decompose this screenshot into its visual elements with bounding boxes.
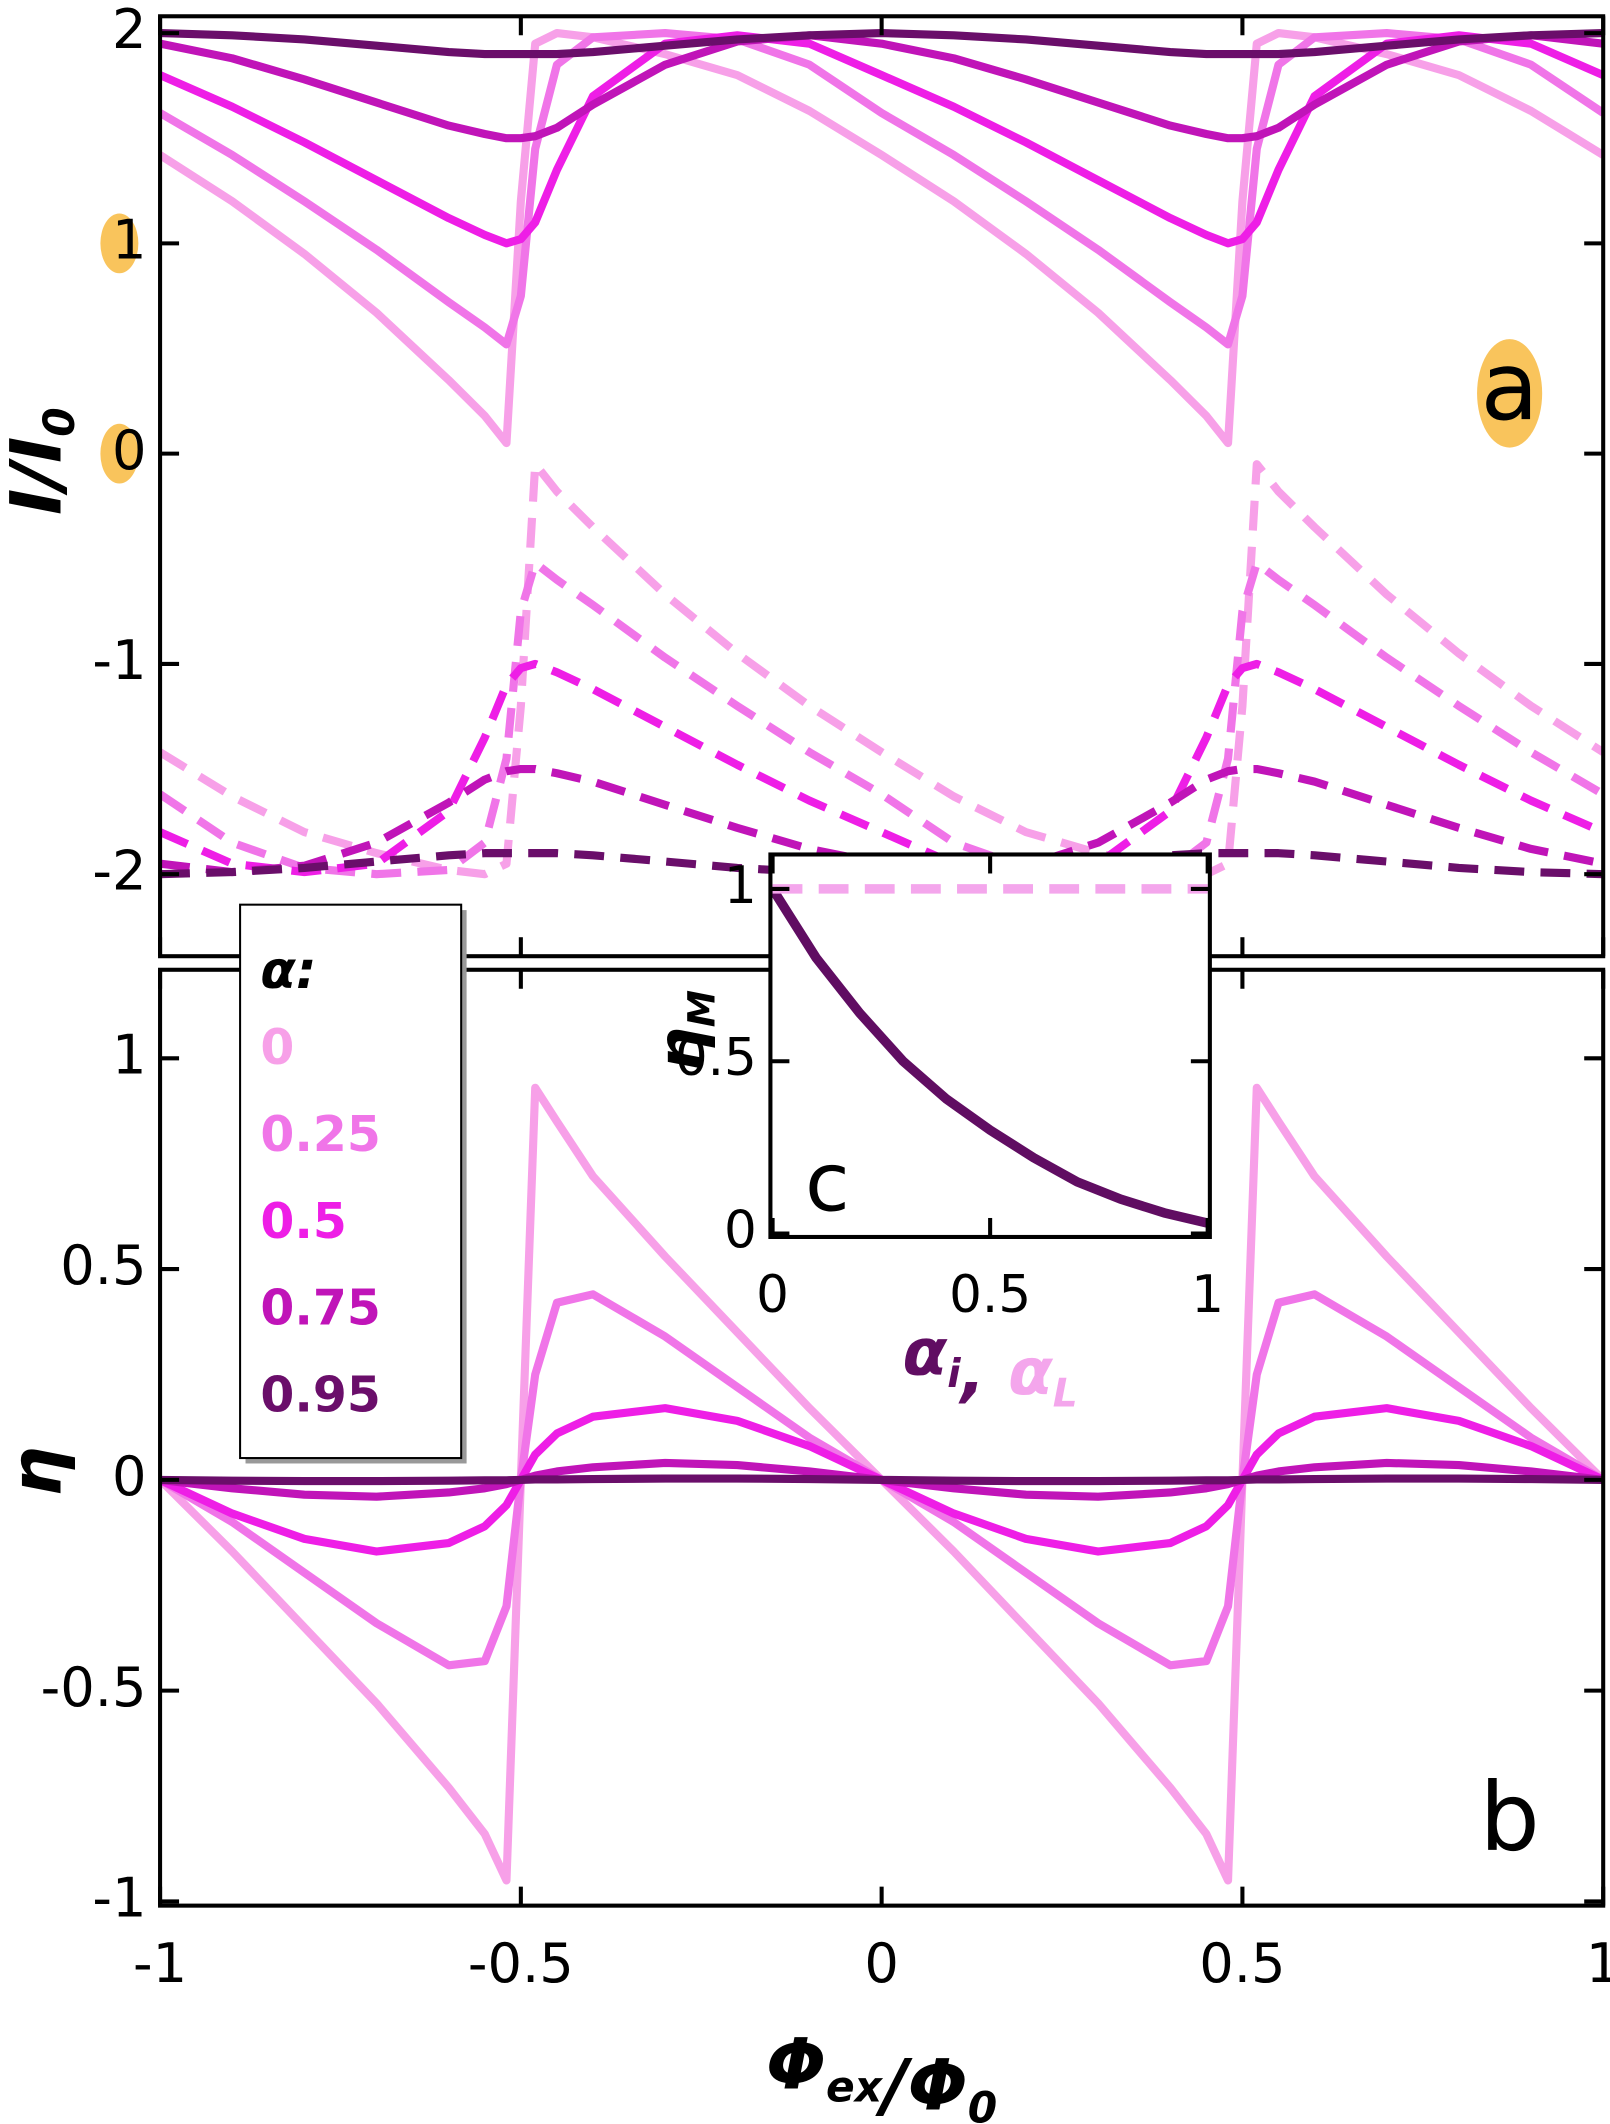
panel-label: b <box>1479 1763 1539 1873</box>
label-part: Φ <box>766 2023 826 2105</box>
legend-box <box>239 903 463 1460</box>
x-axis-label: Φex/Φ0 <box>766 2023 997 2124</box>
series-line <box>160 29 1604 349</box>
series-line <box>160 659 1604 877</box>
label-part: I/I <box>0 437 77 515</box>
label-part: η <box>644 1027 717 1071</box>
lines <box>160 1083 1604 1885</box>
label-part: , <box>958 1335 1008 1410</box>
y-tick-label: 2 <box>112 0 147 61</box>
label-part: /Φ <box>875 2044 968 2124</box>
x-tick-label: 0 <box>864 1932 899 1995</box>
y-tick-label: -1 <box>92 1867 146 1930</box>
y-tick-label: 1 <box>112 208 147 271</box>
legend-entry: 0.5 <box>260 1193 346 1250</box>
y-axis-label: I/I0 <box>0 407 83 515</box>
y-tick-label: -0.5 <box>41 1656 147 1719</box>
label-subscript: M <box>679 990 723 1027</box>
lines <box>770 884 1209 1228</box>
x-tick-label: 1 <box>1191 1265 1224 1325</box>
legend-entry: 0.75 <box>260 1280 380 1337</box>
panel-label: a <box>1481 332 1539 442</box>
x-tick-label: -1 <box>133 1932 187 1995</box>
x-tick-label: 0.5 <box>1199 1932 1285 1995</box>
legend-entry: 0.95 <box>260 1366 380 1423</box>
y-tick-label: -1 <box>92 629 146 692</box>
label-part: η <box>0 1447 77 1497</box>
series-line <box>160 849 1604 879</box>
label-subscript: 0 <box>968 2083 997 2124</box>
tick-highlight <box>100 213 139 274</box>
panel-label: c <box>805 1136 850 1231</box>
x-tick-label: 1 <box>1586 1932 1610 1995</box>
panel-b: -1-0.500.51-1-0.500.51bηΦex/Φ0α:00.250.5… <box>0 903 1610 2124</box>
y-tick-label: 0 <box>112 419 147 482</box>
label-highlight <box>1477 339 1543 448</box>
y-axis-label: η <box>0 1447 77 1497</box>
y-tick-label: -2 <box>92 839 146 902</box>
x-tick-label: -0.5 <box>468 1932 574 1995</box>
label-part: α <box>1008 1335 1054 1410</box>
series-line <box>160 31 1604 143</box>
y-tick-label: 0.5 <box>675 1028 757 1088</box>
y-axis-label: ηM <box>644 990 723 1072</box>
x-tick-label: 0.5 <box>949 1265 1031 1325</box>
x-axis-label: αi, αL <box>903 1315 1078 1415</box>
series-line <box>160 558 1604 879</box>
legend-title: α: <box>260 941 316 1001</box>
label-part: α <box>903 1315 949 1390</box>
label-subscript: L <box>1053 1371 1078 1416</box>
inset-background <box>770 854 1210 1237</box>
series-line <box>160 29 1604 448</box>
lines <box>160 29 1604 879</box>
legend-entry: 0 <box>260 1019 294 1076</box>
series-line <box>770 886 1209 1228</box>
label-subscript: 0 <box>34 407 83 436</box>
y-tick-label: 0 <box>112 1445 147 1508</box>
series-line <box>160 31 1604 248</box>
y-tick-label: 0.5 <box>60 1234 146 1297</box>
y-tick-label: 1 <box>724 856 757 916</box>
label-subscript: i <box>947 1351 961 1396</box>
series-line <box>160 1474 1604 1486</box>
series-line <box>160 460 1604 879</box>
label-subscript: ex <box>826 2062 884 2111</box>
x-tick-label: 0 <box>756 1265 789 1325</box>
y-tick-label: 0 <box>724 1201 757 1261</box>
legend-entry: 0.25 <box>260 1106 380 1163</box>
tick-highlight <box>100 423 139 484</box>
y-tick-label: 1 <box>112 1023 147 1086</box>
